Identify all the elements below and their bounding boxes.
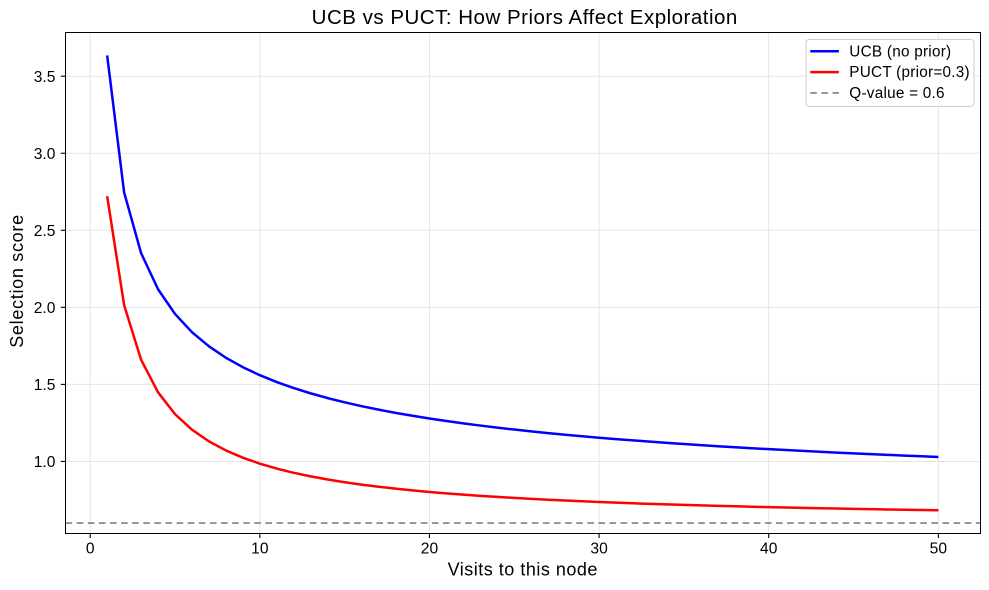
svg-text:1.5: 1.5 — [34, 377, 56, 394]
svg-text:0: 0 — [86, 541, 95, 558]
svg-text:30: 30 — [590, 541, 608, 558]
svg-text:Selection score: Selection score — [7, 214, 27, 348]
svg-text:10: 10 — [251, 541, 269, 558]
svg-text:40: 40 — [760, 541, 778, 558]
svg-text:UCB vs PUCT: How Priors Affect: UCB vs PUCT: How Priors Affect Explorati… — [312, 6, 738, 29]
svg-text:UCB (no prior): UCB (no prior) — [849, 43, 951, 60]
svg-text:Q-value = 0.6: Q-value = 0.6 — [849, 85, 945, 102]
svg-text:PUCT (prior=0.3): PUCT (prior=0.3) — [849, 64, 970, 81]
svg-text:2.5: 2.5 — [34, 223, 56, 240]
svg-text:50: 50 — [930, 541, 948, 558]
svg-text:Visits to this node: Visits to this node — [448, 559, 598, 579]
svg-text:3.5: 3.5 — [34, 69, 56, 86]
svg-text:2.0: 2.0 — [34, 300, 56, 317]
svg-text:1.0: 1.0 — [34, 454, 56, 471]
svg-text:20: 20 — [421, 541, 439, 558]
svg-text:3.0: 3.0 — [34, 146, 56, 163]
